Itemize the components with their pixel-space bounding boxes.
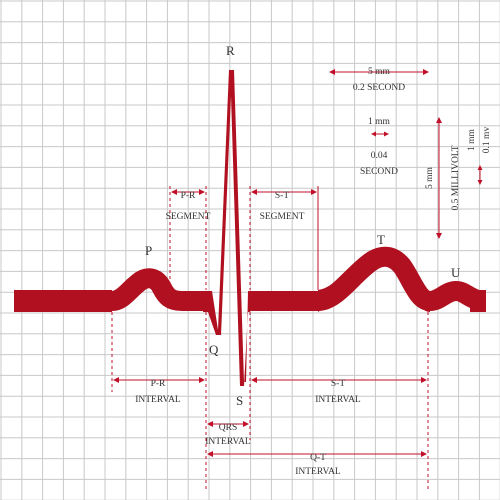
small-voltage-scale-mv: 0.1 mv [482, 127, 492, 154]
qrs-complex [203, 70, 250, 386]
small-time-arrowhead-right [384, 131, 389, 137]
big-voltage-scale-mv: 0.5 MILLIVOLT [451, 145, 461, 210]
st-segment-arrowhead-left [251, 189, 257, 195]
st-segment-label-1: S-T [275, 191, 289, 201]
small-time-scale-value: 0.04 [371, 151, 388, 161]
s-wave-label: S [236, 393, 243, 408]
pr-segment-arrowhead-left [171, 189, 177, 195]
small-time-arrowhead-left [371, 131, 376, 137]
st-interval-label-1: S-T [331, 379, 345, 389]
qt-interval-label-2: INTERVAL [295, 467, 341, 477]
st-interval-label-2: INTERVAL [315, 395, 361, 405]
st-segment-arrowhead-right [311, 189, 317, 195]
st-segment-label-2: SEGMENT [260, 212, 305, 222]
u-wave-label: U [451, 265, 461, 280]
pr-interval-label-2: INTERVAL [135, 395, 181, 405]
pr-segment-label-2: SEGMENT [166, 212, 211, 222]
big-time-arrowhead-left [329, 69, 335, 75]
pr-interval-label-1: P-R [151, 379, 166, 389]
t-wave-label: T [377, 232, 385, 247]
big-voltage-scale-mm: 5 mm [425, 166, 435, 189]
big-time-arrowhead-right [423, 69, 429, 75]
big-voltage-arrowhead-top [436, 117, 442, 123]
qrs-interval-label-1: QRS [219, 423, 237, 433]
small-voltage-arrowhead-top [477, 165, 483, 170]
small-time-scale-mm: 1 mm [368, 117, 391, 127]
big-voltage-arrowhead-bottom [436, 233, 442, 239]
qrs-interval-label-2: INTERVAL [205, 437, 251, 447]
r-wave-label: R [226, 43, 235, 58]
st-interval-arrowhead-left [251, 377, 257, 383]
qt-interval-label-1: Q-T [310, 453, 326, 463]
t-wave-thickening [318, 248, 430, 312]
q-wave-label: Q [209, 342, 219, 357]
st-interval-arrowhead-right [421, 377, 427, 383]
small-voltage-scale-mm: 1 mm [467, 128, 477, 151]
qt-interval-arrowhead-left [207, 451, 213, 457]
ecg-trace [14, 268, 205, 311]
ecg-end-band [470, 290, 486, 312]
pr-interval-arrowhead-left [113, 377, 119, 383]
small-voltage-arrowhead-bottom [477, 180, 483, 185]
qrs-interval-arrowhead-left [207, 421, 213, 427]
pr-interval-arrowhead-right [199, 377, 205, 383]
big-time-scale-seconds: 0.2 SECOND [353, 83, 405, 93]
p-wave-label: P [145, 243, 152, 258]
small-time-scale-unit: SECOND [360, 167, 398, 177]
qt-interval-arrowhead-right [421, 451, 427, 457]
pr-segment-arrowhead-right [199, 189, 205, 195]
big-time-scale-mm: 5 mm [368, 67, 391, 77]
qrs-interval-arrowhead-right [243, 421, 249, 427]
pr-segment-label-1: P-R [181, 191, 196, 201]
